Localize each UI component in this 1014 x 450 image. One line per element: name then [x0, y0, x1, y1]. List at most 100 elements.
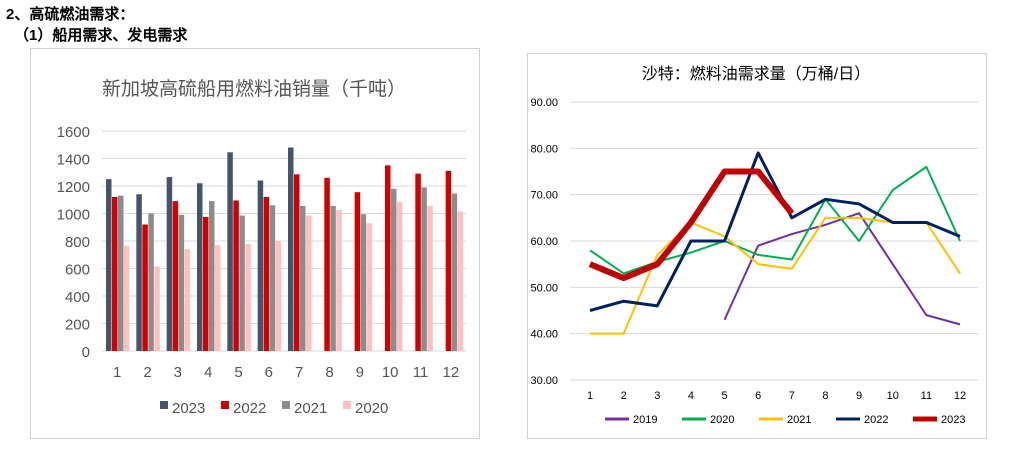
y-tick-label: 0 — [82, 344, 90, 361]
x-tick-label: 8 — [325, 364, 333, 381]
y-tick-label: 60.00 — [530, 236, 558, 248]
bar-2020 — [397, 201, 403, 351]
y-tick-label: 1200 — [57, 179, 90, 196]
bar-2022 — [112, 197, 118, 351]
x-tick-label: 3 — [654, 390, 660, 402]
bar-2022 — [324, 177, 330, 351]
bar-2023 — [288, 147, 294, 351]
x-tick-label: 8 — [822, 390, 828, 402]
x-tick-label: 6 — [755, 390, 761, 402]
bar-2022 — [263, 197, 270, 351]
y-tick-label: 200 — [65, 317, 90, 334]
section-subheading: （1）船用需求、发电需求 — [14, 27, 188, 44]
x-tick-label: 10 — [382, 364, 399, 381]
line-2019 — [723, 212, 961, 326]
line-chart-title: 沙特：燃料油需求量（万桶/日） — [642, 65, 870, 83]
x-tick-label: 3 — [174, 364, 182, 381]
bar-2021 — [451, 193, 458, 351]
x-tick-label: 10 — [887, 390, 899, 402]
bar-2021 — [118, 195, 124, 351]
bar-2023 — [166, 177, 173, 351]
x-tick-label: 6 — [265, 364, 273, 381]
bar-2022 — [385, 165, 391, 351]
bar-2022 — [445, 170, 452, 351]
bar-2021 — [391, 188, 397, 351]
bar-2021 — [178, 214, 185, 351]
y-tick-label: 1400 — [57, 152, 90, 169]
x-tick-label: 7 — [295, 364, 303, 381]
y-tick-label: 1000 — [57, 207, 90, 224]
bar-2020 — [184, 249, 191, 351]
bar-2023 — [227, 152, 233, 351]
bar-chart-panel — [30, 48, 480, 439]
bar-2021 — [330, 205, 336, 351]
bar-2020 — [124, 245, 130, 351]
bar-2023 — [257, 180, 264, 351]
bar-2020 — [215, 245, 221, 351]
legend-label-2021: 2021 — [294, 400, 327, 417]
bar-2021 — [148, 213, 154, 351]
bar-2022 — [203, 216, 209, 351]
bar-2023 — [197, 183, 203, 351]
bar-2021 — [421, 187, 427, 351]
legend-label-2021: 2021 — [787, 414, 811, 426]
bar-2021 — [209, 201, 215, 351]
legend-label-2019: 2019 — [633, 414, 657, 426]
legend-label-2023: 2023 — [172, 400, 205, 417]
line-2021 — [590, 216, 961, 335]
bar-2020 — [336, 210, 342, 351]
bar-2022 — [142, 224, 148, 351]
bar-2020 — [154, 266, 160, 351]
x-tick-label: 7 — [789, 390, 795, 402]
x-tick-label: 12 — [442, 364, 459, 381]
section-heading: 2、高硫燃油需求： — [6, 6, 135, 23]
y-tick-label: 50.00 — [530, 282, 558, 294]
line-2022 — [589, 151, 961, 312]
bar-2022 — [415, 173, 421, 351]
bar-2021 — [300, 205, 306, 351]
x-tick-label: 2 — [621, 390, 627, 402]
legend-label-2023: 2023 — [941, 414, 965, 426]
y-tick-label: 70.00 — [530, 190, 558, 202]
x-tick-label: 1 — [587, 390, 593, 402]
bar-2021 — [269, 205, 276, 351]
x-tick-label: 9 — [356, 364, 364, 381]
bar-2022 — [172, 201, 179, 351]
bar-2020 — [306, 215, 312, 351]
x-tick-label: 2 — [143, 364, 151, 381]
y-tick-label: 600 — [65, 262, 90, 279]
x-tick-label: 5 — [234, 364, 242, 381]
legend-swatch-2020 — [343, 401, 351, 409]
bar-2020 — [427, 205, 433, 351]
bar-2020 — [366, 223, 373, 351]
bar-2023 — [136, 194, 142, 351]
legend-label-2020: 2020 — [710, 414, 734, 426]
bar-2022 — [354, 192, 361, 351]
legend-label-2022: 2022 — [864, 414, 888, 426]
y-tick-label: 80.00 — [530, 143, 558, 155]
bar-2022 — [294, 174, 300, 351]
bar-2021 — [239, 215, 245, 351]
x-tick-label: 1 — [113, 364, 121, 381]
legend-swatch-2021 — [282, 401, 290, 409]
y-tick-label: 800 — [65, 234, 90, 251]
x-tick-label: 4 — [204, 364, 212, 381]
y-tick-label: 90.00 — [530, 97, 558, 109]
bar-chart-title: 新加坡高硫船用燃料油销量（千吨） — [102, 78, 406, 100]
y-tick-label: 400 — [65, 289, 90, 306]
bar-2020 — [245, 243, 251, 351]
x-tick-label: 11 — [413, 364, 429, 381]
x-tick-label: 12 — [954, 390, 966, 402]
x-tick-label: 4 — [688, 390, 694, 402]
x-tick-label: 9 — [856, 390, 862, 402]
x-tick-label: 5 — [721, 390, 727, 402]
bar-2022 — [233, 200, 239, 351]
y-tick-label: 40.00 — [530, 329, 558, 341]
bar-2020 — [457, 211, 464, 351]
legend-swatch-2023 — [160, 401, 168, 409]
legend-swatch-2022 — [221, 401, 229, 409]
legend-label-2022: 2022 — [233, 400, 266, 417]
y-tick-label: 1600 — [57, 124, 90, 141]
bar-2021 — [360, 214, 367, 351]
